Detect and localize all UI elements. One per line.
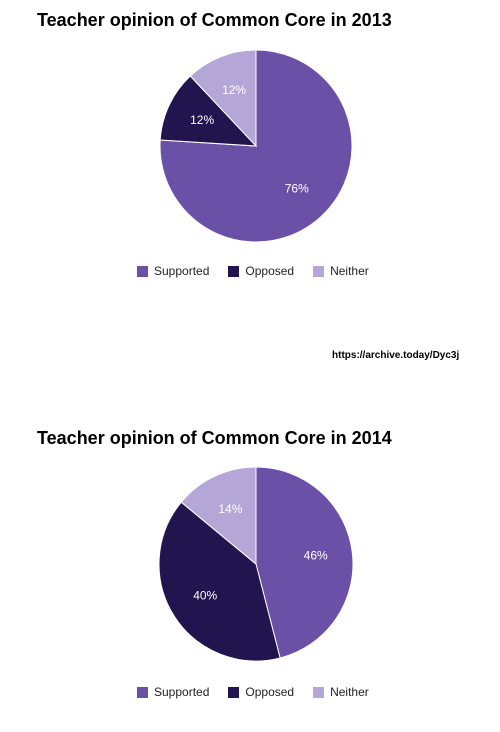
- legend-swatch-neither: [313, 686, 325, 698]
- legend-item-supported: Supported: [137, 264, 209, 278]
- slice-label-opposed: 12%: [190, 113, 214, 127]
- legend-item-opposed: Opposed: [228, 685, 294, 699]
- legend-2014: Supported Opposed Neither: [137, 685, 388, 699]
- legend-item-neither: Neither: [313, 264, 369, 278]
- chart-2014: Teacher opinion of Common Core in 2014 4…: [0, 428, 500, 718]
- pie-chart-2014: 46% 40% 14%: [158, 466, 354, 662]
- slice-label-opposed: 40%: [193, 588, 217, 602]
- legend-swatch-supported: [137, 265, 148, 277]
- legend-label-supported: Supported: [154, 264, 210, 278]
- slice-label-neither: 14%: [218, 502, 242, 516]
- slice-label-neither: 12%: [222, 83, 246, 97]
- chart-title: Teacher opinion of Common Core in 2014: [37, 428, 392, 448]
- pie-slice-opposed: [159, 75, 258, 147]
- chart-title: Teacher opinion of Common Core in 2013: [37, 10, 392, 30]
- pie-slice-neither: [189, 49, 257, 148]
- legend-item-supported: Supported: [137, 685, 209, 699]
- legend-label-supported: Supported: [154, 685, 210, 699]
- legend-label-neither: Neither: [330, 685, 369, 699]
- pie-slice-opposed: [158, 501, 281, 662]
- pie-slice-neither: [180, 466, 257, 566]
- legend-item-neither: Neither: [313, 685, 369, 699]
- legend-swatch-neither: [313, 265, 325, 277]
- source-url: https://archive.today/Dyc3j: [332, 350, 460, 361]
- slice-label-supported: 46%: [304, 549, 328, 563]
- slice-label-supported: 76%: [285, 182, 309, 196]
- legend-swatch-opposed: [228, 686, 240, 698]
- legend-label-opposed: Opposed: [245, 685, 295, 699]
- pie-slice-supported: [255, 466, 354, 659]
- pie-chart-2013: 76% 12% 12%: [159, 49, 353, 243]
- legend-swatch-supported: [137, 686, 148, 698]
- legend-label-neither: Neither: [330, 264, 369, 278]
- legend-label-opposed: Opposed: [245, 264, 295, 278]
- legend-2013: Supported Opposed Neither: [137, 264, 388, 278]
- chart-2013: Teacher opinion of Common Core in 2013 7…: [0, 10, 500, 300]
- legend-swatch-opposed: [228, 265, 240, 277]
- legend-item-opposed: Opposed: [228, 264, 294, 278]
